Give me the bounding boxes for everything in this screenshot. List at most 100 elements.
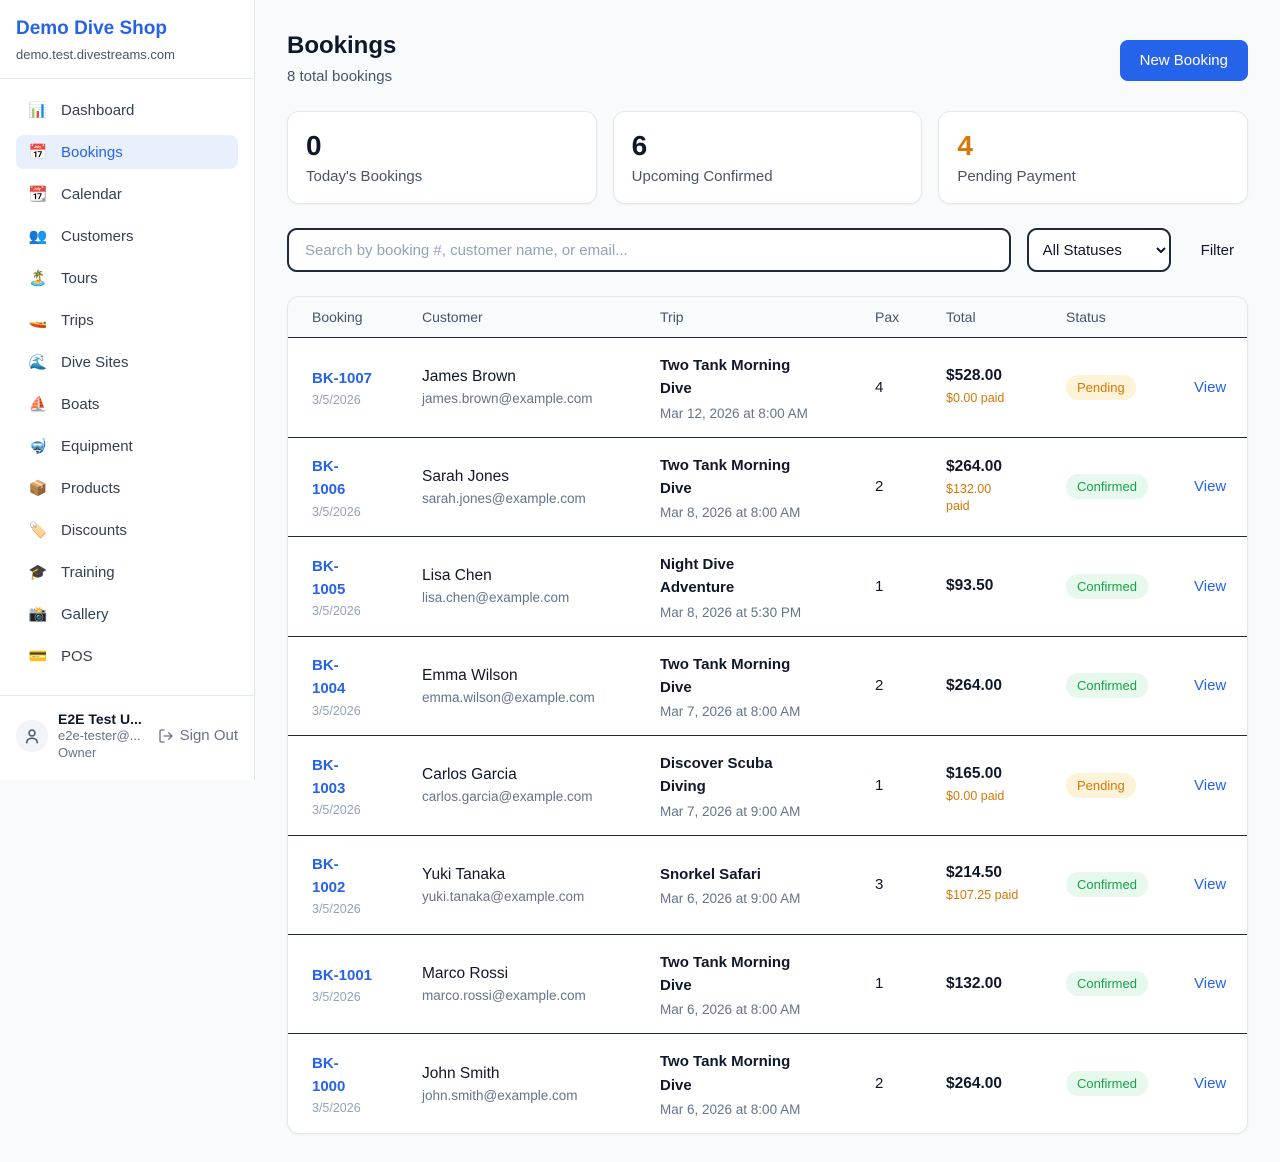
pax-count: 1 (875, 577, 884, 595)
view-link[interactable]: View (1194, 677, 1227, 695)
sidebar: Demo Dive Shop demo.test.divestreams.com… (0, 0, 255, 780)
table-row: BK-1003 3/5/2026 Carlos Garcia carlos.ga… (288, 736, 1247, 836)
tag-icon: 🏷️ (28, 522, 48, 539)
sidebar-item-bookings[interactable]: 📅 Bookings (16, 135, 238, 169)
sidebar-item-label: Equipment (61, 437, 133, 455)
booking-link[interactable]: BK-1003 (312, 756, 346, 797)
column-header-customer: Customer (422, 309, 483, 325)
booking-link[interactable]: BK-1002 (312, 855, 346, 896)
view-link[interactable]: View (1194, 577, 1227, 595)
view-link[interactable]: View (1194, 378, 1227, 396)
pax-count: 2 (875, 677, 884, 695)
table-row: BK-1006 3/5/2026 Sarah Jones sarah.jones… (288, 438, 1247, 537)
status-badge: Pending (1066, 374, 1136, 400)
paid-amount: $132.00 paid (946, 481, 992, 514)
sidebar-item-gallery[interactable]: 📸 Gallery (16, 597, 238, 631)
stat-value: 4 (957, 130, 973, 161)
booking-link[interactable]: BK-1000 (312, 1054, 346, 1095)
sidebar-item-customers[interactable]: 👥 Customers (16, 219, 238, 253)
customer-email: emma.wilson@example.com (422, 689, 595, 705)
main-content: Bookings 8 total bookings New Booking 0 … (255, 0, 1280, 1162)
sidebar-item-label: Tours (61, 269, 98, 287)
customer-email: yuki.tanaka@example.com (422, 888, 585, 904)
graduation-cap-icon: 🎓 (28, 564, 48, 581)
sidebar-item-trips[interactable]: 🚤 Trips (16, 303, 238, 337)
stats-row: 0 Today's Bookings 6 Upcoming Confirmed … (287, 111, 1248, 204)
view-link[interactable]: View (1194, 1075, 1227, 1092)
table-row: BK-1001 3/5/2026 Marco Rossi marco.rossi… (288, 935, 1247, 1034)
stat-card-todays-bookings: 0 Today's Bookings (287, 111, 597, 204)
table-row: BK-1007 3/5/2026 James Brown james.brown… (288, 338, 1247, 438)
trip-datetime: Mar 7, 2026 at 9:00 AM (660, 803, 801, 819)
diving-mask-icon: 🤿 (28, 438, 48, 455)
sidebar-item-dashboard[interactable]: 📊 Dashboard (16, 93, 238, 127)
status-badge: Confirmed (1066, 474, 1148, 500)
sidebar-item-label: Calendar (61, 185, 122, 203)
customer-name: Lisa Chen (422, 567, 492, 585)
table-header: Booking Customer Trip Pax Total Status (288, 297, 1247, 338)
sidebar-item-label: Dive Sites (61, 353, 129, 371)
status-badge: Confirmed (1066, 872, 1148, 897)
booking-link[interactable]: BK-1001 (312, 966, 373, 984)
customer-email: carlos.garcia@example.com (422, 789, 593, 805)
pax-count: 2 (875, 478, 884, 496)
sidebar-item-calendar[interactable]: 📆 Calendar (16, 177, 238, 211)
sidebar-item-boats[interactable]: ⛵ Boats (16, 387, 238, 421)
column-header-total: Total (946, 309, 976, 325)
filter-button[interactable]: Filter (1187, 234, 1248, 267)
view-link[interactable]: View (1194, 975, 1227, 993)
sailboat-icon: ⛵ (28, 396, 48, 413)
bar-chart-icon: 📊 (28, 102, 48, 119)
sidebar-item-pos[interactable]: 💳 POS (16, 639, 238, 673)
sidebar-item-training[interactable]: 🎓 Training (16, 555, 238, 589)
booking-link[interactable]: BK-1005 (312, 557, 346, 598)
search-input[interactable] (287, 228, 1011, 272)
view-link[interactable]: View (1194, 478, 1227, 496)
stat-label: Today's Bookings (306, 168, 423, 185)
booking-link[interactable]: BK-1007 (312, 370, 373, 388)
view-link[interactable]: View (1194, 776, 1227, 794)
sidebar-item-label: Discounts (61, 521, 127, 539)
table-row: BK-1000 3/5/2026 John Smith john.smith@e… (288, 1034, 1247, 1133)
booking-link[interactable]: BK-1004 (312, 657, 346, 698)
shop-name: Demo Dive Shop (16, 18, 167, 39)
total-amount: $93.50 (946, 577, 994, 595)
pax-count: 1 (875, 975, 884, 993)
sidebar-item-discounts[interactable]: 🏷️ Discounts (16, 513, 238, 547)
total-amount: $528.00 (946, 367, 1003, 384)
sidebar-item-dive-sites[interactable]: 🌊 Dive Sites (16, 345, 238, 379)
new-booking-button[interactable]: New Booking (1119, 40, 1248, 81)
filter-controls: All Statuses Filter (287, 228, 1248, 272)
sidebar-item-products[interactable]: 📦 Products (16, 471, 238, 505)
status-badge: Confirmed (1066, 673, 1148, 699)
trip-datetime: Mar 6, 2026 at 8:00 AM (660, 1101, 801, 1117)
bookings-table: Booking Customer Trip Pax Total Status B… (287, 296, 1248, 1134)
page-header: Bookings 8 total bookings New Booking (287, 32, 1248, 85)
trip-name: Two Tank Morning Dive (660, 1053, 791, 1094)
view-link[interactable]: View (1194, 876, 1227, 893)
booking-link[interactable]: BK-1006 (312, 458, 346, 499)
booking-date: 3/5/2026 (312, 504, 361, 519)
column-header-actions (1194, 297, 1223, 337)
total-amount: $264.00 (946, 457, 1003, 475)
page-title: Bookings (287, 32, 397, 59)
customer-email: james.brown@example.com (422, 391, 593, 407)
stat-label: Upcoming Confirmed (631, 168, 773, 185)
shop-header: Demo Dive Shop demo.test.divestreams.com (0, 0, 254, 79)
status-filter-select[interactable]: All Statuses (1026, 228, 1171, 272)
sidebar-item-label: Training (61, 563, 115, 581)
booking-date: 3/5/2026 (312, 604, 361, 618)
sidebar-item-equipment[interactable]: 🤿 Equipment (16, 429, 238, 463)
trip-datetime: Mar 8, 2026 at 5:30 PM (660, 604, 802, 620)
trip-datetime: Mar 6, 2026 at 9:00 AM (660, 891, 801, 907)
customer-name: Marco Rossi (422, 964, 509, 982)
table-row: BK-1002 3/5/2026 Yuki Tanaka yuki.tanaka… (288, 836, 1247, 935)
trip-datetime: Mar 12, 2026 at 8:00 AM (660, 405, 808, 421)
shop-domain: demo.test.divestreams.com (16, 47, 175, 62)
total-amount: $165.00 (946, 765, 1003, 782)
booking-date: 3/5/2026 (312, 902, 361, 917)
customer-name: Carlos Garcia (422, 766, 517, 784)
total-amount: $214.50 (946, 864, 1003, 882)
sign-out-button[interactable]: Sign Out (158, 727, 238, 744)
sidebar-item-tours[interactable]: 🏝️ Tours (16, 261, 238, 295)
